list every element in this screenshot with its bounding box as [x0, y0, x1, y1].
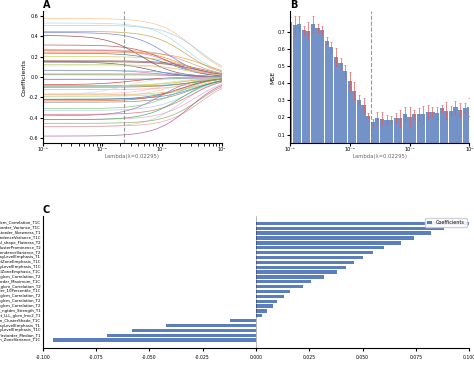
Bar: [421, 114, 425, 152]
Bar: [166, 324, 256, 327]
Bar: [256, 232, 431, 235]
Bar: [380, 119, 384, 152]
Bar: [453, 107, 457, 152]
Bar: [297, 24, 301, 152]
Text: B: B: [290, 0, 297, 10]
Bar: [256, 305, 273, 308]
Bar: [338, 63, 343, 152]
Bar: [439, 108, 444, 152]
Bar: [302, 30, 306, 152]
Bar: [288, 22, 292, 152]
Bar: [107, 333, 256, 337]
Bar: [384, 120, 389, 152]
Bar: [371, 122, 375, 152]
Bar: [256, 256, 363, 259]
Bar: [256, 222, 469, 225]
Bar: [334, 57, 338, 152]
Bar: [256, 275, 324, 279]
Bar: [256, 314, 262, 317]
Bar: [230, 319, 256, 322]
Bar: [398, 118, 402, 152]
Bar: [375, 118, 379, 152]
Bar: [292, 25, 297, 152]
Y-axis label: MSE: MSE: [270, 71, 275, 84]
Bar: [417, 114, 421, 152]
Bar: [393, 118, 398, 152]
Y-axis label: Coefficients: Coefficients: [21, 58, 26, 95]
Bar: [256, 260, 354, 264]
Bar: [256, 241, 401, 245]
Bar: [132, 329, 256, 332]
Bar: [458, 110, 462, 152]
Bar: [347, 81, 352, 152]
Bar: [362, 105, 365, 152]
Bar: [343, 71, 347, 152]
Bar: [444, 111, 448, 152]
Bar: [357, 100, 361, 152]
Bar: [311, 24, 315, 152]
Bar: [389, 120, 393, 152]
Bar: [403, 114, 407, 152]
X-axis label: Lambda(λ=0.02295): Lambda(λ=0.02295): [352, 154, 407, 159]
Bar: [256, 246, 384, 249]
Bar: [408, 117, 411, 152]
Bar: [256, 290, 290, 293]
Bar: [256, 251, 373, 254]
Bar: [256, 300, 277, 303]
Bar: [467, 107, 471, 152]
Bar: [430, 112, 435, 152]
Bar: [426, 112, 430, 152]
X-axis label: Lambda(λ=0.02295): Lambda(λ=0.02295): [105, 154, 160, 159]
Bar: [435, 113, 439, 152]
Bar: [325, 41, 329, 152]
Bar: [366, 115, 370, 152]
Text: A: A: [43, 0, 50, 10]
Bar: [256, 270, 337, 274]
Bar: [320, 30, 324, 152]
Bar: [256, 295, 283, 298]
Bar: [256, 280, 311, 283]
Text: C: C: [43, 205, 50, 215]
Bar: [463, 108, 467, 152]
Bar: [329, 47, 334, 152]
Bar: [256, 236, 414, 240]
Bar: [256, 309, 266, 313]
Bar: [412, 114, 416, 152]
Bar: [256, 285, 303, 288]
Bar: [352, 91, 356, 152]
Bar: [306, 31, 310, 152]
Bar: [256, 266, 346, 269]
Legend: Coefficients: Coefficients: [425, 218, 467, 227]
Bar: [54, 339, 256, 342]
Bar: [449, 111, 453, 152]
Bar: [316, 28, 319, 152]
Bar: [256, 226, 444, 230]
